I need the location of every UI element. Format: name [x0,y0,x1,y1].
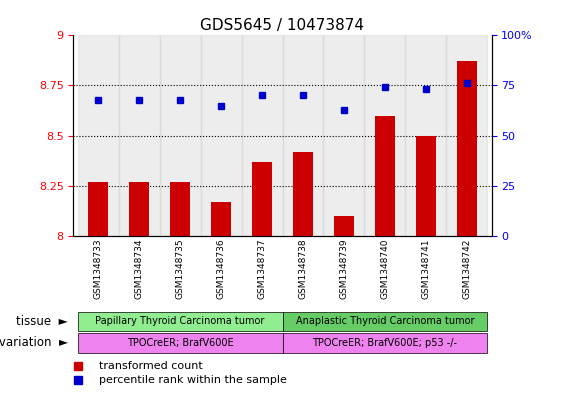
Bar [293,152,313,236]
Bar [252,162,272,236]
Text: percentile rank within the sample: percentile rank within the sample [98,375,286,385]
Bar [282,35,324,236]
Bar [457,61,477,236]
Bar [334,216,354,236]
Text: genotype/variation  ►: genotype/variation ► [0,336,68,349]
Bar [170,182,190,236]
Bar [159,35,201,236]
Bar [241,35,282,236]
Bar [77,35,119,236]
Text: Papillary Thyroid Carcinoma tumor: Papillary Thyroid Carcinoma tumor [95,316,265,326]
Bar [282,333,488,353]
Bar [129,182,149,236]
Bar [211,202,231,236]
Bar [416,136,436,236]
Bar [77,333,282,353]
Text: transformed count: transformed count [98,362,202,371]
Bar [324,35,364,236]
Text: TPOCreER; BrafV600E; p53 -/-: TPOCreER; BrafV600E; p53 -/- [312,338,458,348]
Text: tissue  ►: tissue ► [16,315,68,328]
Bar [119,35,159,236]
Title: GDS5645 / 10473874: GDS5645 / 10473874 [201,18,364,33]
Bar [282,312,488,331]
Text: Anaplastic Thyroid Carcinoma tumor: Anaplastic Thyroid Carcinoma tumor [295,316,474,326]
Bar [88,182,108,236]
Bar [77,312,282,331]
Text: TPOCreER; BrafV600E: TPOCreER; BrafV600E [127,338,233,348]
Bar [201,35,241,236]
Bar [375,116,396,236]
Bar [364,35,406,236]
Bar [446,35,488,236]
Bar [406,35,446,236]
